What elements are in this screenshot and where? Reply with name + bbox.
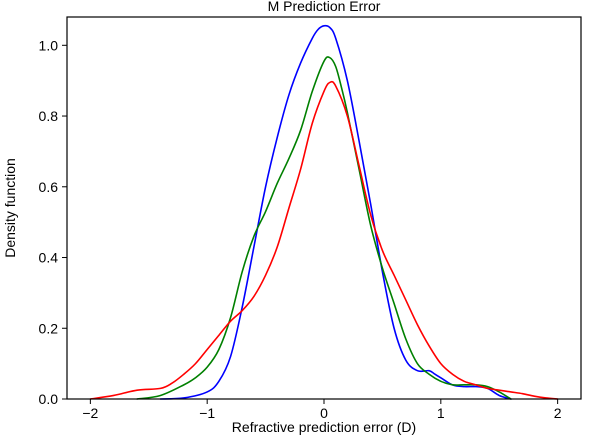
- series-layer: [89, 24, 559, 400]
- ticks-layer: −2 −1 0 1 2 0.0 0.2 0.4 0.6 0.8 1.0: [39, 37, 562, 421]
- chart-title: M Prediction Error: [268, 0, 381, 14]
- x-tick-label: 1: [437, 405, 445, 421]
- x-tick-label: 0: [320, 405, 328, 421]
- y-tick-label: 0.2: [39, 320, 59, 336]
- y-tick-label: 0.0: [39, 391, 59, 407]
- y-tick-label: 0.4: [39, 250, 59, 266]
- density-line-3: [89, 80, 559, 400]
- y-tick-label: 1.0: [39, 37, 59, 53]
- x-tick-label: −2: [82, 405, 98, 421]
- plot-frame: [66, 16, 582, 400]
- y-tick-label: 0.8: [39, 108, 59, 124]
- y-tick-label: 0.6: [39, 179, 59, 195]
- density-line-2: [136, 56, 512, 400]
- y-axis-label: Density function: [2, 158, 18, 258]
- x-tick-label: 2: [554, 405, 562, 421]
- x-tick-label: −1: [199, 405, 215, 421]
- x-axis-label: Refractive prediction error (D): [232, 419, 416, 435]
